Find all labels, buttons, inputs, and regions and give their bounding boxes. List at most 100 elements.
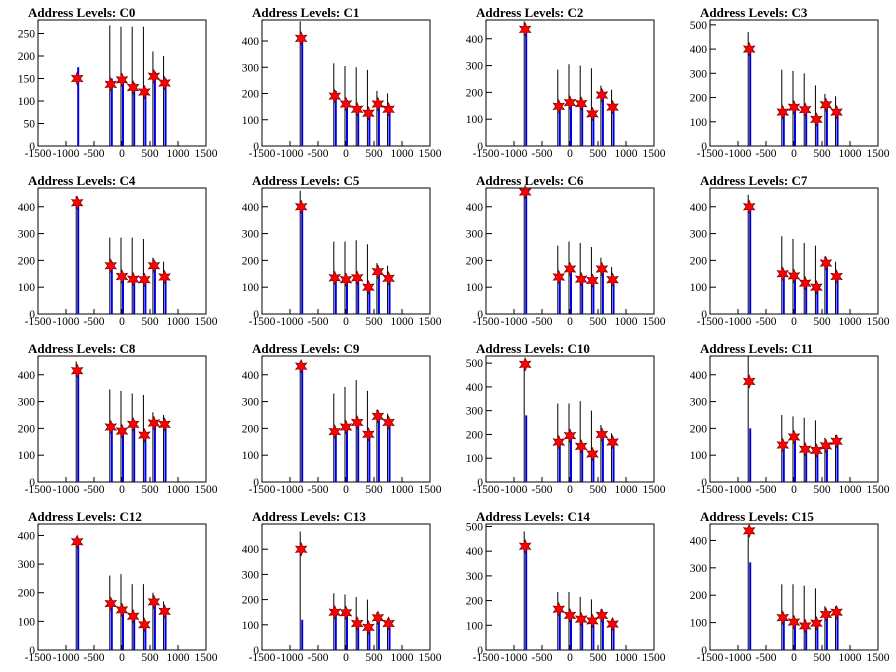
y-tick-label: 200	[242, 423, 260, 435]
y-tick-label: 100	[690, 282, 708, 294]
x-tick-label: -500	[755, 652, 776, 664]
y-tick-label: 0	[29, 309, 35, 321]
peak-marker	[104, 258, 118, 273]
x-tick-label: 1500	[867, 316, 890, 328]
peak-marker	[147, 258, 161, 273]
y-tick-label: 0	[253, 477, 259, 489]
peak-marker	[574, 439, 588, 454]
y-tick-label: 0	[701, 141, 707, 153]
panel-c9: Address Levels: C9 0 100 200 300 400 -1500 -100…	[242, 341, 442, 496]
y-tick-label: 0	[477, 309, 483, 321]
x-tick-label: 1000	[615, 316, 638, 328]
peak-marker	[138, 84, 151, 100]
x-tick-label: 0	[791, 316, 797, 328]
x-tick-label: 1000	[839, 148, 862, 160]
x-tick-label: -1000	[53, 484, 80, 496]
peak-marker	[563, 261, 577, 277]
panel-c3: Address Levels: C30100200300400500-1500-…	[690, 5, 890, 160]
panel-c14: Address Levels: C14 0 100 200 300 400 500 -1500…	[466, 509, 666, 664]
x-tick-label: -1500	[25, 316, 52, 328]
peak-marker	[362, 620, 375, 635]
panel-title: Address Levels: C14	[476, 509, 590, 524]
peak-marker	[371, 96, 385, 112]
peak-marker	[798, 275, 812, 291]
x-tick-label: -1000	[277, 484, 304, 496]
peak-marker	[104, 419, 118, 435]
x-tick-label: -1500	[25, 652, 52, 664]
panel-c12: Address Levels: C12 0 100 200 300 400 -1500 -10…	[18, 509, 218, 664]
x-tick-label: 0	[343, 316, 349, 328]
panel-title: Address Levels: C5	[252, 173, 360, 188]
peak-marker	[147, 415, 161, 431]
x-tick-label: -1000	[501, 148, 528, 160]
y-tick-label: 0	[29, 141, 35, 153]
peak-marker	[742, 523, 756, 539]
peak-marker	[776, 610, 790, 625]
peak-marker	[552, 99, 566, 114]
y-tick-label: 400	[242, 370, 260, 382]
y-tick-label: 100	[466, 453, 484, 465]
x-tick-label: 0	[791, 148, 797, 160]
peak-marker	[787, 614, 801, 630]
y-tick-label: 400	[466, 202, 484, 214]
panel-title: Address Levels: C2	[476, 5, 583, 20]
panel-title: Address Levels: C4	[28, 173, 136, 188]
peak-marker	[350, 270, 364, 286]
y-tick-label: 200	[18, 588, 36, 600]
x-tick-label: 1000	[391, 484, 414, 496]
x-tick-label: 1500	[419, 316, 442, 328]
y-tick-label: 300	[18, 229, 36, 241]
x-tick-label: 0	[791, 652, 797, 664]
peak-marker	[126, 271, 140, 287]
peak-marker	[158, 269, 171, 285]
x-tick-label: -1000	[725, 652, 752, 664]
x-tick-label: -500	[83, 148, 104, 160]
peak-marker	[798, 102, 812, 117]
peak-marker	[70, 195, 84, 210]
peak-marker	[350, 415, 364, 430]
panel-c2: Address Levels: C2 0 100 200 300 400 -1500 -100…	[466, 5, 666, 160]
x-tick-label: 500	[589, 484, 607, 496]
x-tick-label: 1000	[391, 316, 414, 328]
x-tick-label: 1500	[195, 316, 218, 328]
y-tick-label: 400	[242, 36, 260, 48]
peak-marker	[518, 538, 532, 554]
peak-marker	[115, 602, 129, 618]
x-tick-label: 500	[141, 316, 159, 328]
y-tick-label: 100	[18, 450, 36, 462]
x-tick-label: 500	[365, 316, 383, 328]
y-tick-label: 400	[690, 202, 708, 214]
y-tick-label: 100	[18, 616, 36, 628]
peak-marker	[819, 607, 833, 622]
panel-c4: Address Levels: C4 0 100 200 300 400 -1500 -100…	[18, 173, 218, 328]
peak-marker	[126, 417, 140, 432]
y-tick-label: 200	[466, 429, 484, 441]
x-tick-label: -1500	[25, 484, 52, 496]
peak-marker	[606, 616, 619, 632]
y-tick-label: 100	[242, 620, 260, 632]
x-tick-label: -1500	[473, 484, 500, 496]
panel-c15: Address Levels: C15 0 100 200 300 400 -1500 -10…	[690, 509, 890, 664]
x-tick-label: -1500	[473, 652, 500, 664]
x-tick-label: -1000	[53, 148, 80, 160]
y-tick-label: 100	[242, 282, 260, 294]
x-tick-label: -500	[83, 484, 104, 496]
peak-marker	[350, 616, 364, 631]
x-tick-label: 500	[589, 316, 607, 328]
y-tick-label: 0	[701, 309, 707, 321]
peak-marker	[294, 541, 308, 557]
x-tick-label: 1000	[167, 316, 190, 328]
y-tick-label: 300	[466, 61, 484, 73]
peak-marker	[563, 608, 577, 623]
x-tick-label: 1500	[195, 148, 218, 160]
x-tick-label: 500	[141, 484, 159, 496]
peak-marker	[830, 104, 843, 120]
panel-title: Address Levels: C0	[28, 5, 135, 20]
peak-marker	[328, 604, 342, 620]
x-tick-label: 1000	[839, 484, 862, 496]
peak-marker	[787, 99, 801, 115]
peak-marker	[606, 272, 619, 287]
peak-marker	[787, 429, 801, 445]
x-tick-label: 500	[813, 652, 831, 664]
x-tick-label: -1000	[501, 652, 528, 664]
